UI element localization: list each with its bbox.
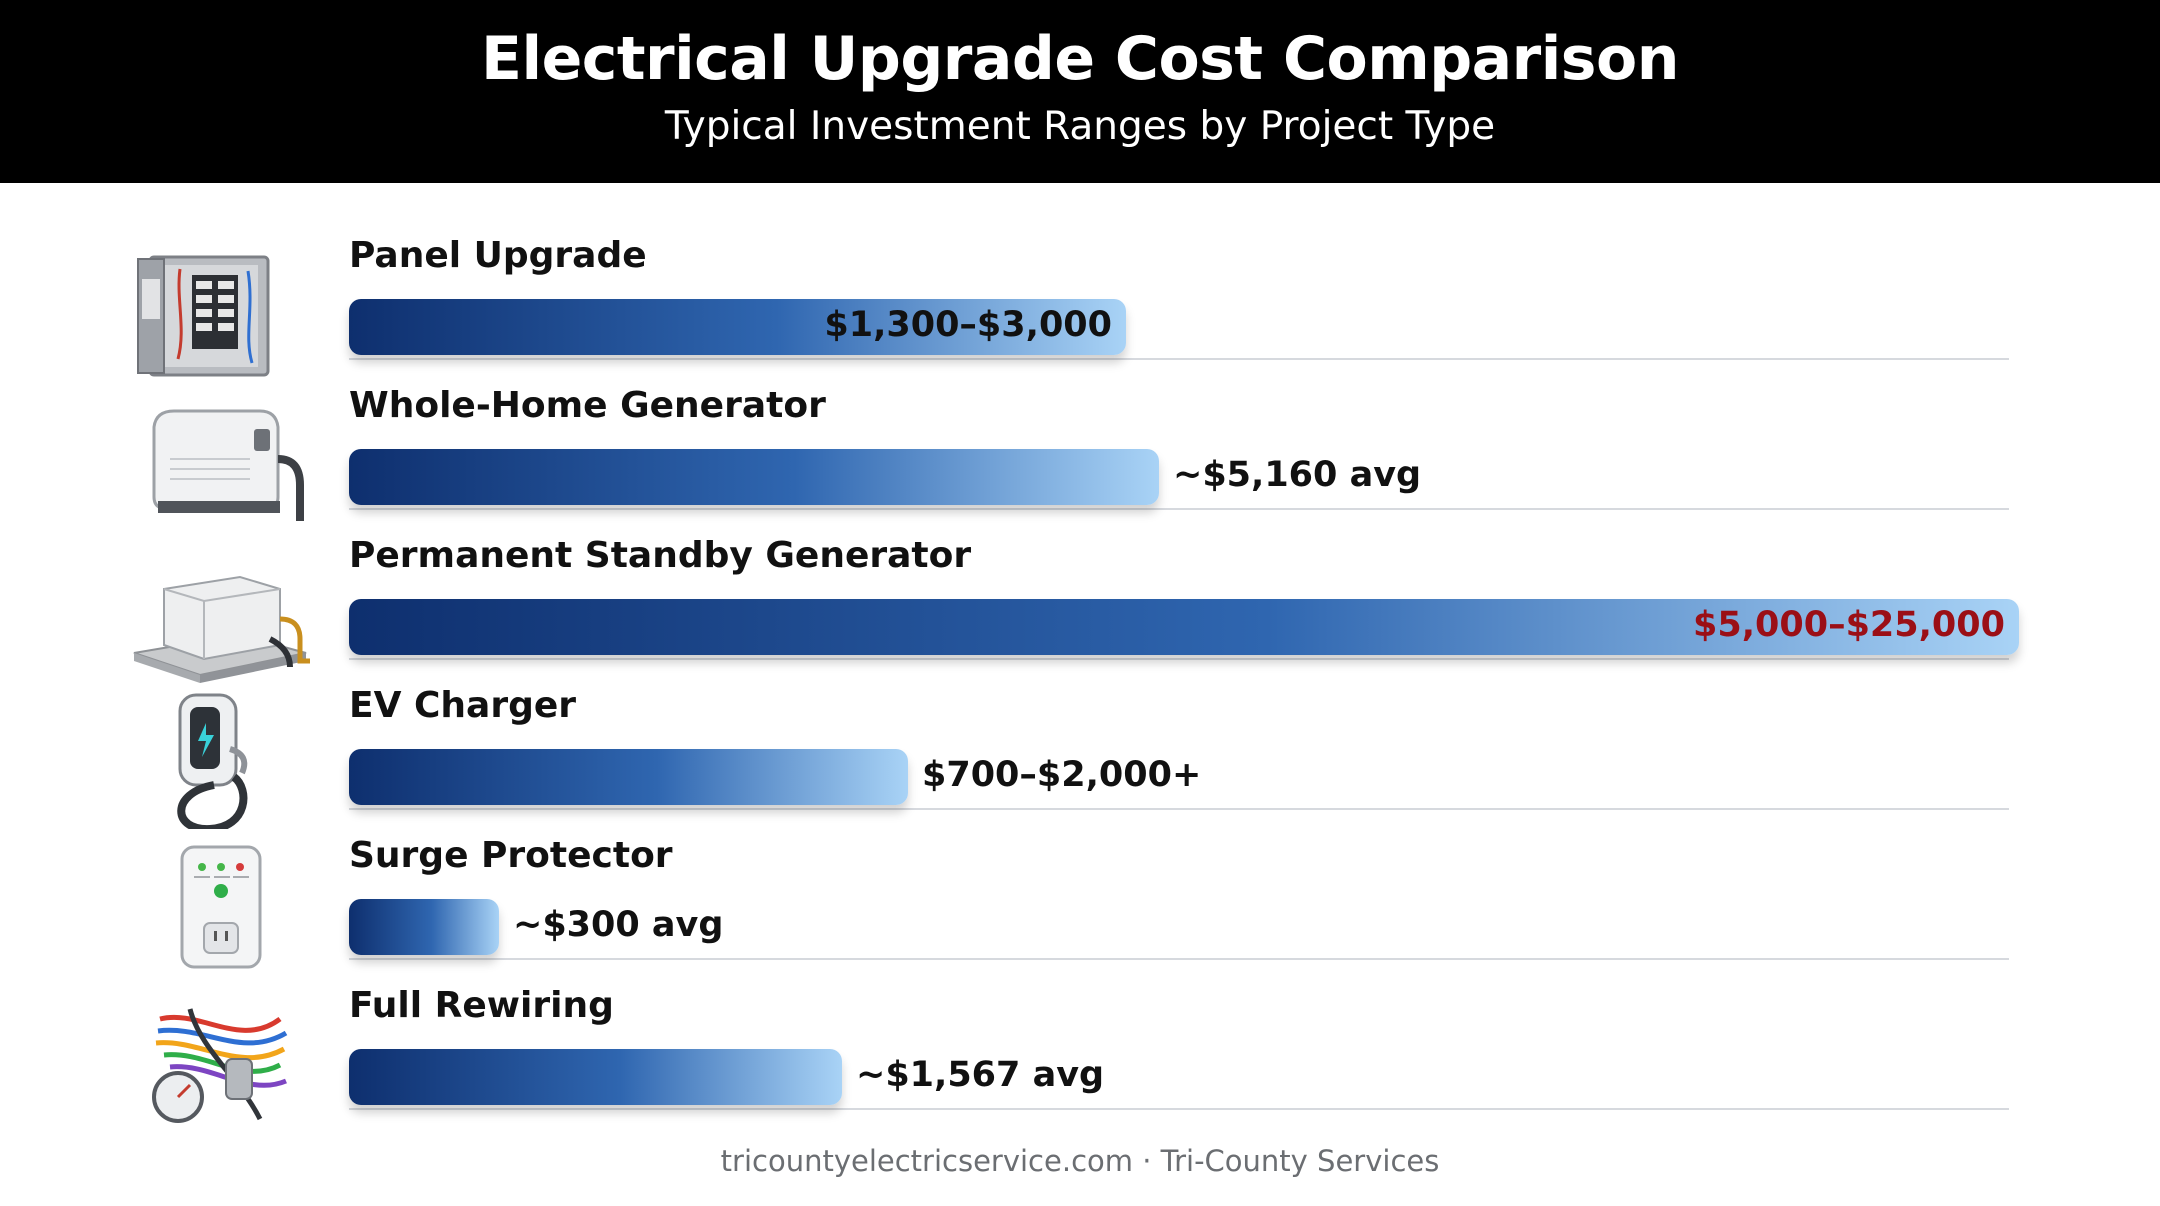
footer-credit: tricountyelectricservice.com · Tri-Count…	[720, 1144, 1440, 1178]
category-label: Whole-Home Generator	[349, 385, 826, 426]
chart-row: Whole-Home Generator ~$5,160 avg	[0, 385, 2160, 535]
cost-bar	[349, 449, 1159, 505]
chart-row: Surge Protector ~$300 avg	[0, 835, 2160, 985]
bar-chart: Panel Upgrade $1,300–$3,000 Whole-Home Gen…	[0, 183, 2160, 1143]
value-label: $5,000–$25,000	[1693, 605, 2005, 645]
value-label: ~$300 avg	[513, 905, 724, 945]
chart-row: Panel Upgrade $1,300–$3,000	[0, 235, 2160, 385]
cost-bar	[349, 749, 908, 805]
chart-title: Electrical Upgrade Cost Comparison	[481, 24, 1679, 94]
bar-track	[349, 808, 2009, 810]
electrical-panel-icon	[130, 239, 310, 379]
chart-row: Full Rewiring ~$1,567 avg	[0, 985, 2160, 1135]
surge-protector-icon	[130, 839, 310, 979]
ev-charger-icon	[130, 689, 310, 834]
value-label: ~$1,567 avg	[856, 1055, 1105, 1095]
cost-bar	[349, 599, 2019, 655]
bar-track	[349, 358, 2009, 360]
bar-track	[349, 508, 2009, 510]
cost-bar	[349, 299, 1126, 355]
cost-bar	[349, 899, 499, 955]
chart-header: Electrical Upgrade Cost Comparison Typic…	[0, 0, 2160, 183]
category-label: Permanent Standby Generator	[349, 535, 972, 576]
chart-row: Permanent Standby Generator $5,000–$25,00…	[0, 535, 2160, 685]
bar-track	[349, 658, 2009, 660]
category-label: Full Rewiring	[349, 985, 614, 1026]
chart-subtitle: Typical Investment Ranges by Project Typ…	[664, 104, 1496, 149]
generator-icon	[130, 389, 310, 529]
cost-bar	[349, 1049, 842, 1105]
category-label: Panel Upgrade	[349, 235, 647, 276]
standby-generator-icon	[130, 549, 320, 689]
category-label: EV Charger	[349, 685, 577, 726]
bar-track	[349, 958, 2009, 960]
value-label: $700–$2,000+	[922, 755, 1202, 795]
value-label: $1,300–$3,000	[824, 305, 1112, 345]
bar-track	[349, 1108, 2009, 1110]
value-label: ~$5,160 avg	[1173, 455, 1422, 495]
wiring-icon	[130, 989, 310, 1129]
category-label: Surge Protector	[349, 835, 673, 876]
chart-row: EV Charger $700–$2,000+	[0, 685, 2160, 835]
